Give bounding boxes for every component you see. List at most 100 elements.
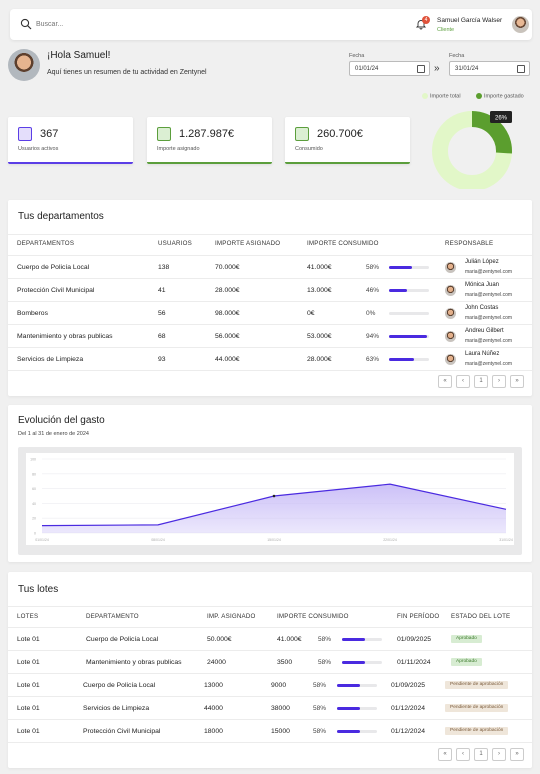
consumed-percent: 58% — [318, 636, 332, 643]
pager-page[interactable]: 1 — [474, 748, 488, 761]
status-badge: Pendiente de aprobación — [445, 681, 509, 689]
lot-department: Servicios de Limpieza — [83, 705, 150, 712]
table-row[interactable]: Servicios de Limpieza 93 44.000€ 28.000€ 63%… — [8, 348, 532, 371]
data-point — [272, 494, 276, 498]
pager-first[interactable]: « — [438, 748, 452, 761]
table-row[interactable]: Protección Civil Municipal 41 28.000€ 13.00… — [8, 279, 532, 302]
notification-badge: 4 — [422, 16, 430, 24]
table-row[interactable]: Bomberos 56 98.000€ 0€ 0% John Costas maria@ze… — [8, 302, 532, 325]
progress-bar — [389, 289, 429, 292]
consumed-percent: 0% — [366, 310, 376, 317]
th-responsible: RESPONSABLE — [445, 240, 494, 247]
progress-bar — [389, 358, 429, 361]
department-name: Mantenimiento y obras publicas — [17, 333, 113, 340]
pager-page[interactable]: 1 — [474, 375, 488, 388]
th-imp-consumed: IMPORTE CONSUMIDO — [277, 613, 349, 620]
row-divider — [8, 673, 532, 674]
lot-consumed: 38000 — [271, 705, 290, 712]
clipboard-icon — [157, 127, 171, 141]
search-input[interactable] — [36, 18, 236, 31]
table-row[interactable]: Lote 01 Cuerpo de Policía Local 50.000€ 41.… — [8, 628, 532, 651]
table-row[interactable]: Cuerpo de Policía Local 138 70.000€ 41.000€… — [8, 256, 532, 279]
pager-prev[interactable]: ‹ — [456, 375, 470, 388]
responsible-name: Mónica Juan — [465, 282, 500, 288]
progress-bar-fill — [337, 730, 361, 733]
stat-value: 260.700€ — [317, 128, 363, 140]
lot-end-date: 01/12/2024 — [391, 728, 426, 735]
y-tick-label: 100 — [30, 458, 36, 462]
responsible-avatar — [445, 285, 456, 296]
department-users: 93 — [158, 356, 166, 363]
pager-prev[interactable]: ‹ — [456, 748, 470, 761]
progress-bar — [337, 730, 377, 733]
stat-card-assigned: 1.287.987€ Importe asignado — [147, 117, 272, 164]
legend-item-spent: Importe gastado — [476, 93, 524, 99]
calendar-icon[interactable] — [417, 65, 425, 73]
row-divider — [8, 301, 532, 302]
responsible-email: maria@zentynel.com — [465, 315, 513, 321]
date-from-field[interactable]: 01/01/24 — [349, 61, 430, 76]
x-tick-label: 01/01/24 — [35, 538, 49, 542]
department-name: Cuerpo de Policía Local — [17, 264, 90, 271]
lot-assigned: 13000 — [204, 682, 223, 689]
th-assigned: IMPORTE ASIGNADO — [215, 240, 281, 247]
lot-department: Protección Civil Municipal — [83, 728, 161, 735]
th-consumed: IMPORTE CONSUMIDO — [307, 240, 379, 247]
lot-end-date: 01/12/2024 — [391, 705, 426, 712]
pager-next[interactable]: › — [492, 375, 506, 388]
lot-name: Lote 01 — [17, 636, 40, 643]
table-row[interactable]: Lote 01 Mantenimiento y obras publicas 240… — [8, 651, 532, 674]
users-icon — [18, 127, 32, 141]
y-tick-label: 60 — [32, 487, 36, 491]
departments-title: Tus departamentos — [18, 211, 104, 222]
pager-last[interactable]: » — [510, 748, 524, 761]
row-divider — [8, 347, 532, 348]
lot-name: Lote 01 — [17, 659, 40, 666]
department-consumed: 41.000€ — [307, 264, 332, 271]
responsible-email: maria@zentynel.com — [465, 338, 513, 344]
department-consumed: 0€ — [307, 310, 315, 317]
department-assigned: 98.000€ — [215, 310, 240, 317]
responsible-email: maria@zentynel.com — [465, 361, 513, 367]
stat-card-users: 367 Usuarios activos — [8, 117, 133, 164]
lots-panel: Tus lotes LOTES DEPARTAMENTO IMP. ASIGNA… — [8, 572, 532, 768]
department-consumed: 53.000€ — [307, 333, 332, 340]
table-row[interactable]: Lote 01 Cuerpo de Policía Local 13000 9000 5… — [8, 674, 532, 697]
y-tick-label: 0 — [34, 532, 36, 536]
stat-value: 367 — [40, 128, 59, 140]
department-users: 68 — [158, 333, 166, 340]
lot-assigned: 24000 — [207, 659, 226, 666]
user-avatar[interactable] — [512, 16, 529, 33]
date-to-value: 31/01/24 — [455, 66, 479, 72]
consumed-percent: 58% — [318, 659, 332, 666]
th-imp-assigned: IMP. ASIGNADO — [207, 613, 256, 620]
progress-bar — [389, 335, 429, 338]
top-bar: 4 Samuel García Walser Cliente — [10, 9, 532, 40]
table-row[interactable]: Lote 01 Servicios de Limpieza 44000 38000 58… — [8, 697, 532, 720]
lot-department: Mantenimiento y obras publicas — [86, 659, 182, 666]
pager-last[interactable]: » — [510, 375, 524, 388]
calendar-icon[interactable] — [517, 65, 525, 73]
lot-end-date: 01/09/2025 — [391, 682, 426, 689]
consumed-percent: 58% — [313, 728, 327, 735]
date-from-label: Fecha — [349, 53, 365, 59]
pager-next[interactable]: › — [492, 748, 506, 761]
department-users: 56 — [158, 310, 166, 317]
responsible-avatar — [445, 354, 456, 365]
row-divider — [8, 719, 532, 720]
lot-consumed: 41.000€ — [277, 636, 302, 643]
legend-item-total: Importe total — [422, 93, 461, 99]
spending-area-chart: 100 80 60 40 20 0 01/01/24 08/01/24 15/01/24 22/0… — [26, 453, 514, 545]
department-name: Protección Civil Municipal — [17, 287, 95, 294]
table-row[interactable]: Mantenimiento y obras publicas 68 56.000€ 5… — [8, 325, 532, 348]
th-lots: LOTES — [17, 613, 39, 620]
stat-card-consumed: 260.700€ Consumido — [285, 117, 410, 164]
department-users: 138 — [158, 264, 170, 271]
pager-first[interactable]: « — [438, 375, 452, 388]
lot-assigned: 44000 — [204, 705, 223, 712]
table-row[interactable]: Lote 01 Protección Civil Municipal 18000 15… — [8, 720, 532, 743]
date-to-field[interactable]: 31/01/24 — [449, 61, 530, 76]
stat-label: Consumido — [295, 146, 323, 152]
th-departments: DEPARTAMENTOS — [17, 240, 75, 247]
responsible-name: Julián López — [465, 259, 499, 265]
